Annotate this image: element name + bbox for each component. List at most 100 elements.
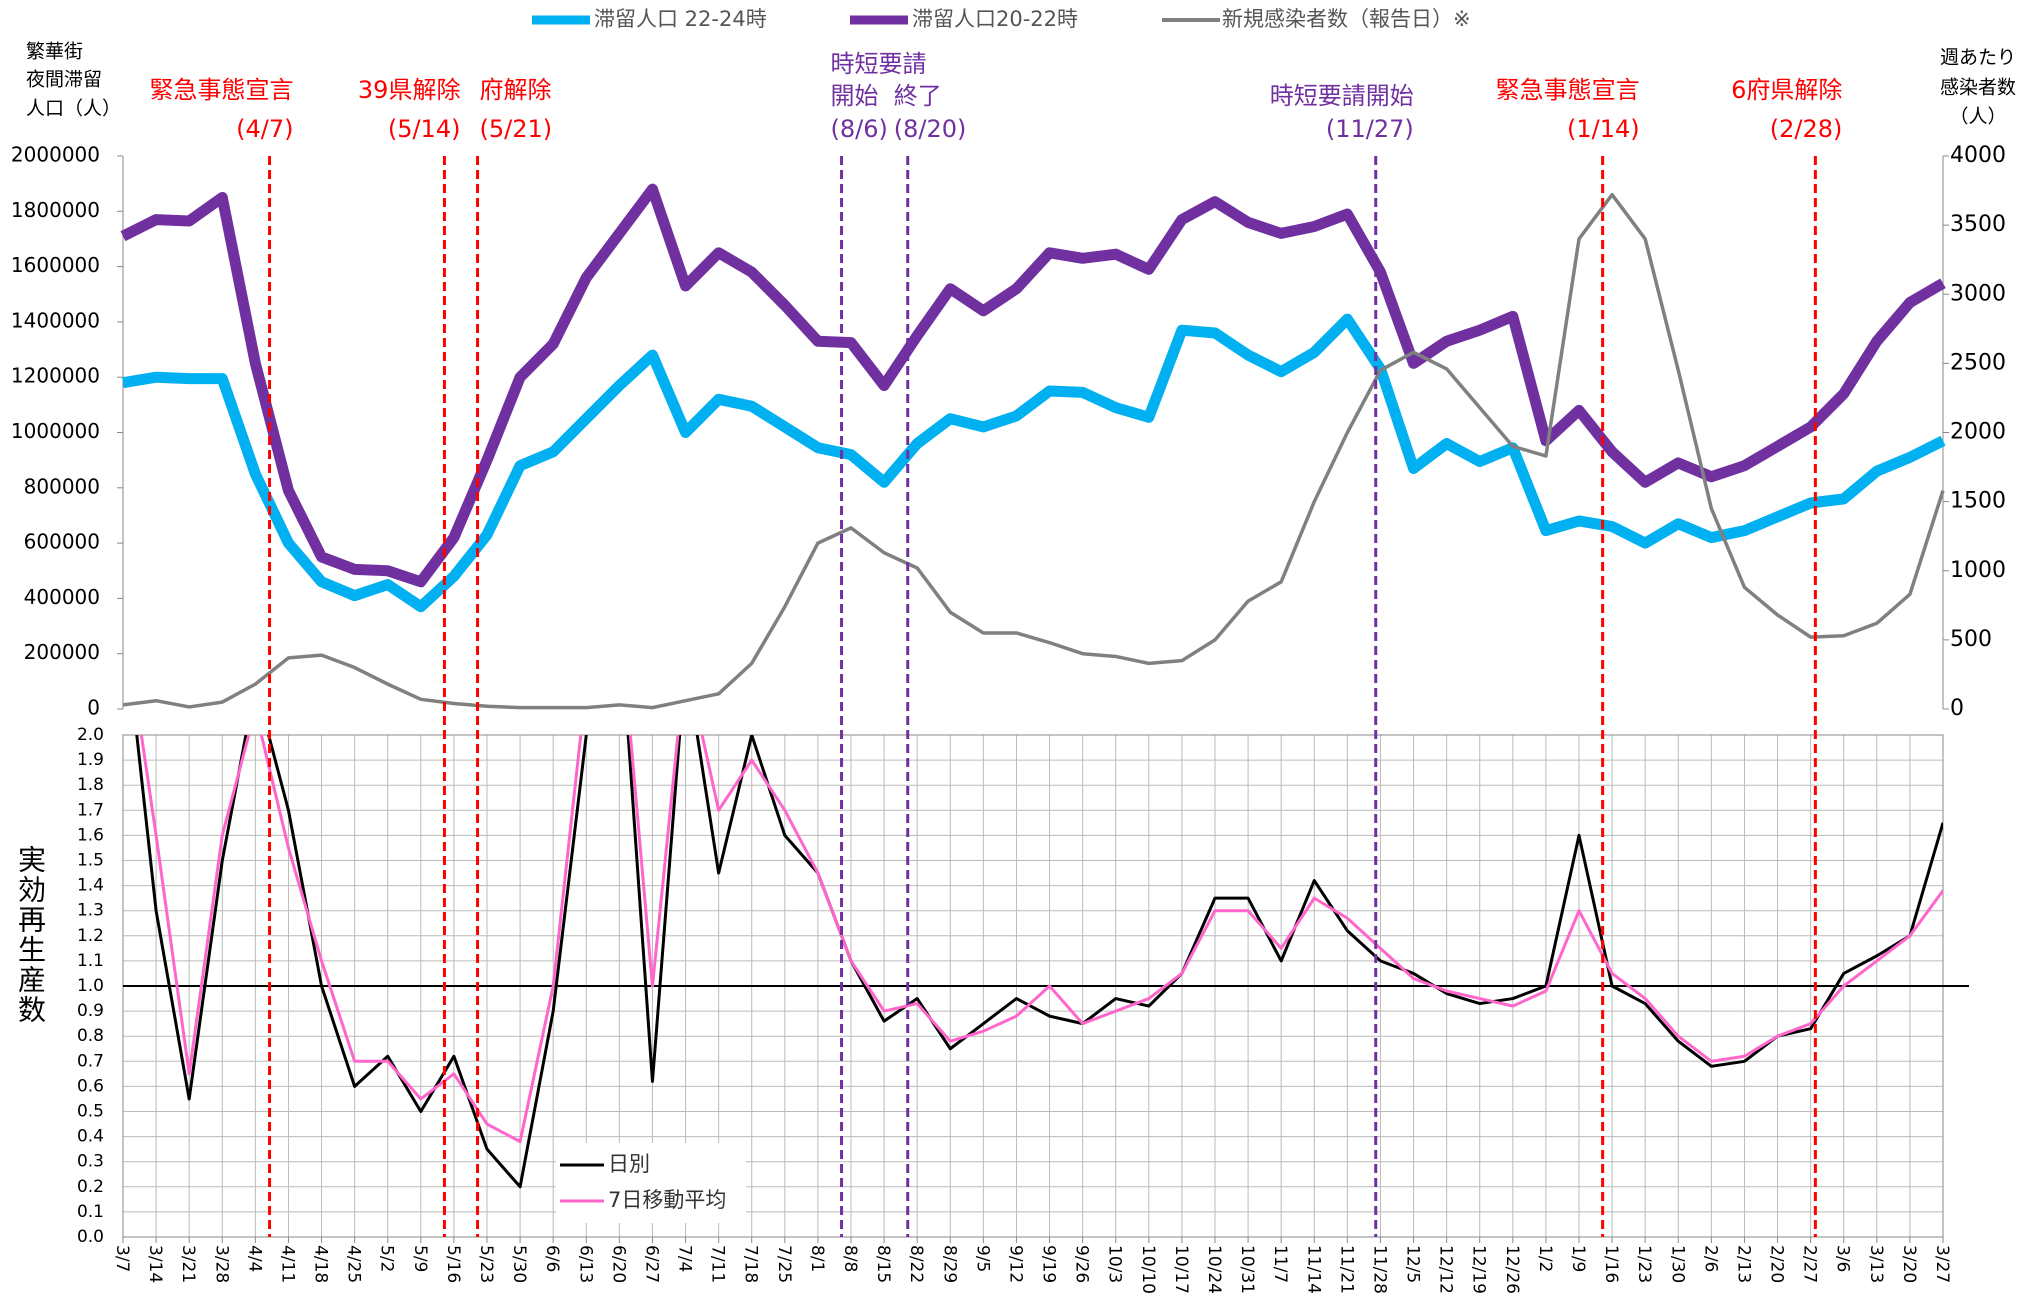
y-axis-title: 人口（人）	[26, 98, 121, 120]
x-tick-label: 1/9	[1568, 1245, 1588, 1272]
annotation-date: (2/28)	[1770, 115, 1843, 143]
y2-tick-label: 3000	[1950, 281, 2006, 306]
y2-tick-label: 2500	[1950, 350, 2006, 375]
y-tick-label: 1.7	[77, 800, 104, 820]
y-tick-label: 0.5	[77, 1102, 104, 1122]
y-tick-label: 0.2	[77, 1177, 104, 1197]
annotation: 府解除	[480, 76, 552, 104]
y-tick-label: 2.0	[77, 725, 104, 745]
x-tick-label: 5/16	[443, 1245, 463, 1283]
legend-label: 日別	[608, 1152, 650, 1176]
y-tick-label: 1.2	[77, 926, 104, 946]
legend-label: 滞留人口20-22時	[912, 7, 1078, 31]
y-tick-label: 1.4	[77, 876, 104, 896]
x-tick-label: 3/21	[178, 1245, 198, 1283]
x-tick-label: 11/7	[1270, 1245, 1290, 1283]
y-tick-label: 0.8	[77, 1026, 104, 1046]
y2-tick-label: 1500	[1950, 489, 2006, 514]
legend-label: 滞留人口 22-24時	[594, 7, 767, 31]
legend-label: 7日移動平均	[608, 1188, 726, 1212]
series-line	[122, 313, 1946, 613]
x-tick-label: 11/28	[1369, 1245, 1389, 1294]
x-tick-label: 2/13	[1733, 1245, 1753, 1283]
legend-label: 新規感染者数（報告日）※	[1222, 7, 1471, 31]
y2-tick-label: 3500	[1950, 212, 2006, 237]
y-tick-label: 1400000	[11, 308, 100, 332]
x-tick-label: 5/2	[377, 1245, 397, 1272]
x-tick-label: 9/5	[972, 1245, 992, 1272]
x-tick-label: 10/17	[1171, 1245, 1191, 1294]
y-tick-label: 0.0	[77, 1227, 104, 1247]
y2-tick-label: 2000	[1950, 420, 2006, 445]
y-tick-label: 200000	[24, 640, 100, 664]
y-tick-label: 1.1	[77, 951, 104, 971]
x-tick-label: 8/15	[873, 1245, 893, 1283]
x-tick-label: 2/6	[1700, 1245, 1720, 1272]
x-tick-label: 10/3	[1105, 1245, 1125, 1283]
x-tick-label: 6/13	[575, 1245, 595, 1283]
x-tick-label: 10/31	[1237, 1245, 1257, 1294]
x-tick-label: 12/5	[1403, 1245, 1423, 1283]
y2-axis-title: 週あたり	[1940, 47, 2016, 69]
y2-tick-label: 0	[1950, 696, 1964, 721]
x-tick-label: 3/6	[1833, 1245, 1853, 1272]
annotation-date: (5/14)	[388, 115, 461, 143]
y-tick-label: 1000000	[11, 419, 100, 443]
y-axis-title: 繁華街	[26, 41, 83, 63]
x-tick-label: 1/2	[1535, 1245, 1555, 1272]
x-tick-label: 6/20	[608, 1245, 628, 1283]
y-tick-label: 2000000	[11, 143, 100, 167]
y-tick-label: 600000	[24, 530, 100, 554]
x-tick-label: 10/24	[1204, 1245, 1224, 1294]
x-tick-label: 5/23	[476, 1245, 496, 1283]
x-tick-label: 6/27	[641, 1245, 661, 1283]
series-line	[122, 192, 1945, 710]
annotation: 緊急事態宣言	[150, 76, 294, 104]
plot-area	[135, 735, 1943, 1189]
x-tick-label: 12/19	[1469, 1245, 1489, 1294]
series-line	[139, 735, 1943, 1144]
annotation-date: (1/14)	[1567, 115, 1640, 143]
x-tick-label: 3/13	[1866, 1245, 1886, 1283]
series-line	[135, 735, 1943, 1189]
annotation-date: (8/20)	[894, 115, 967, 143]
x-tick-label: 12/12	[1436, 1245, 1456, 1294]
x-tick-label: 8/8	[840, 1245, 860, 1272]
y-tick-label: 0.9	[77, 1001, 104, 1021]
x-tick-label: 7/25	[774, 1245, 794, 1283]
y-tick-label: 0.7	[77, 1051, 104, 1071]
x-tick-label: 3/14	[145, 1245, 165, 1283]
y-tick-label: 800000	[24, 474, 100, 498]
x-tick-label: 8/1	[807, 1245, 827, 1272]
annotation: 39県解除	[358, 76, 461, 104]
x-tick-label: 3/28	[211, 1245, 231, 1283]
y-tick-label: 1.8	[77, 775, 104, 795]
x-tick-label: 12/26	[1502, 1245, 1522, 1294]
annotation-date: (11/27)	[1326, 115, 1414, 143]
annotation: 開始	[831, 82, 879, 110]
x-tick-label: 4/25	[344, 1245, 364, 1283]
x-tick-label: 1/30	[1667, 1245, 1687, 1283]
x-tick-label: 7/18	[741, 1245, 761, 1283]
y-tick-label: 1800000	[11, 198, 100, 222]
y-tick-label: 0.1	[77, 1202, 104, 1222]
annotation: 時短要請	[831, 50, 927, 78]
x-tick-label: 9/26	[1072, 1245, 1092, 1283]
x-tick-label: 3/20	[1899, 1245, 1919, 1283]
x-tick-label: 5/30	[509, 1245, 529, 1283]
x-tick-label: 1/16	[1601, 1245, 1621, 1283]
x-tick-label: 4/4	[244, 1245, 264, 1272]
y-tick-label: 400000	[24, 585, 100, 609]
x-tick-label: 9/12	[1005, 1245, 1025, 1283]
x-tick-label: 8/29	[939, 1245, 959, 1283]
x-tick-label: 8/22	[906, 1245, 926, 1283]
x-tick-label: 11/14	[1303, 1245, 1323, 1294]
x-tick-label: 4/18	[311, 1245, 331, 1283]
annotation: 終了	[894, 82, 942, 110]
x-tick-label: 9/19	[1039, 1245, 1059, 1283]
annotation: 緊急事態宣言	[1496, 76, 1640, 104]
y2-tick-label: 1000	[1950, 558, 2006, 583]
y-axis-title: 夜間滞留	[26, 69, 102, 91]
